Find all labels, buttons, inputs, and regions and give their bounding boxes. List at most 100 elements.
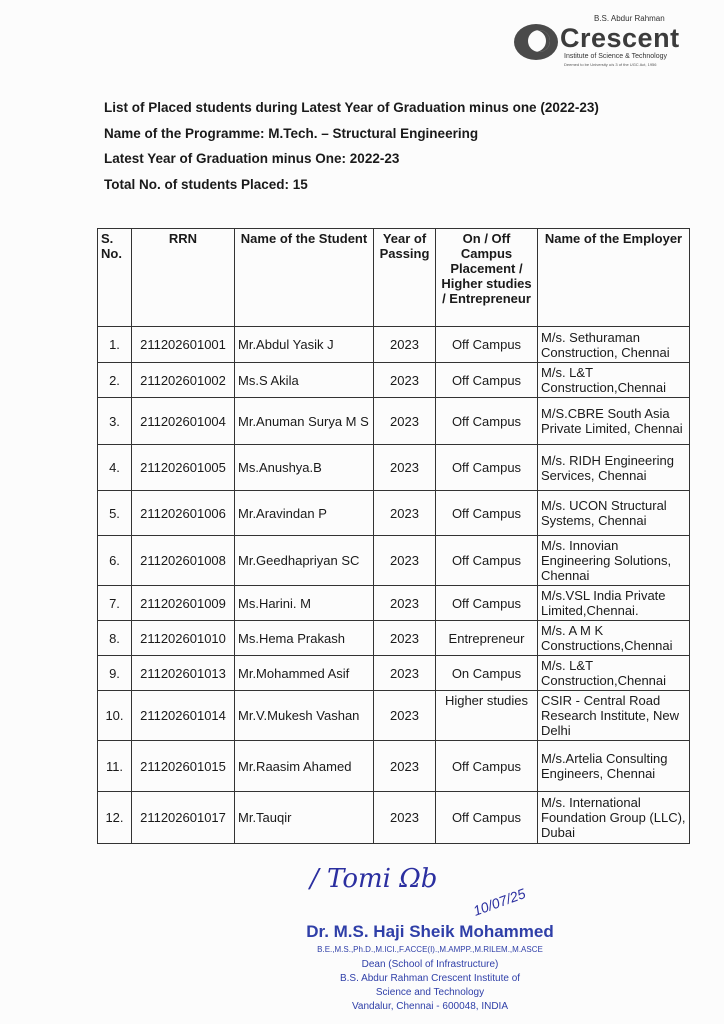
cell-rrn: 211202601014 bbox=[131, 690, 235, 741]
cell-rrn: 211202601008 bbox=[131, 535, 235, 586]
cell-rrn: 211202601004 bbox=[131, 397, 235, 445]
cell-year: 2023 bbox=[373, 740, 436, 792]
logo-top: B.S. Abdur Rahman bbox=[594, 14, 665, 23]
table-row: 10. 211202601014 Mr.V.Mukesh Vashan 2023 Hig… bbox=[97, 690, 690, 741]
header-sno: S. No. bbox=[97, 228, 132, 327]
header-employer: Name of the Employer bbox=[537, 228, 690, 327]
cell-year: 2023 bbox=[373, 490, 436, 536]
cell-employer: M/s.Artelia Consulting Engineers, Chenna… bbox=[537, 740, 690, 792]
signatory-address: Vandalur, Chennai - 600048, INDIA bbox=[351, 1001, 509, 1012]
cell-year: 2023 bbox=[373, 690, 436, 741]
cell-employer: M/s. RIDH Engineering Services, Chennai bbox=[537, 444, 690, 491]
cell-year: 2023 bbox=[373, 326, 436, 363]
cell-student-name: Mr.Raasim Ahamed bbox=[234, 740, 374, 792]
table-row: 4. 211202601005 Ms.Anushya.B 2023 Off Campus… bbox=[97, 444, 690, 491]
table-row: 9. 211202601013 Mr.Mohammed Asif 2023 On Cam… bbox=[97, 655, 690, 691]
logo-tagline: Deemed to be University u/s 3 of the UGC… bbox=[564, 62, 657, 67]
cell-rrn: 211202601002 bbox=[131, 362, 235, 398]
cell-placement-type: Off Campus bbox=[435, 444, 538, 491]
cell-year: 2023 bbox=[373, 397, 436, 445]
cell-employer: M/s. UCON Structural Systems, Chennai bbox=[537, 490, 690, 536]
table-row: 7. 211202601009 Ms.Harini. M 2023 Off Campus… bbox=[97, 585, 690, 621]
cell-year: 2023 bbox=[373, 620, 436, 656]
crescent-emblem-icon bbox=[514, 24, 558, 60]
table-row: 3. 211202601004 Mr.Anuman Surya M S 2023 Off… bbox=[97, 397, 690, 445]
cell-employer: M/S.CBRE South Asia Private Limited, Che… bbox=[537, 397, 690, 445]
cell-student-name: Mr.Geedhapriyan SC bbox=[234, 535, 374, 586]
total-placed: Total No. of students Placed: 15 bbox=[104, 177, 308, 192]
header-placement: On / Off Campus Placement / Higher studi… bbox=[435, 228, 538, 327]
cell-employer: M/s. L&T Construction,Chennai bbox=[537, 655, 690, 691]
cell-sno: 9. bbox=[97, 655, 132, 691]
logo-subtitle: Institute of Science & Technology bbox=[564, 53, 667, 60]
cell-year: 2023 bbox=[373, 585, 436, 621]
cell-sno: 10. bbox=[97, 690, 132, 741]
cell-placement-type: Off Campus bbox=[435, 362, 538, 398]
cell-employer: M/s. L&T Construction,Chennai bbox=[537, 362, 690, 398]
cell-employer: M/s. Sethuraman Construction, Chennai bbox=[537, 326, 690, 363]
signatory-qualifications: B.E.,M.S.,Ph.D.,M.ICI.,F.ACCE(I).,M.AMPP… bbox=[317, 945, 543, 954]
cell-rrn: 211202601006 bbox=[131, 490, 235, 536]
cell-sno: 3. bbox=[97, 397, 132, 445]
header-name: Name of the Student bbox=[234, 228, 374, 327]
programme-name: Name of the Programme: M.Tech. – Structu… bbox=[104, 126, 479, 141]
cell-employer: CSIR - Central Road Research Institute, … bbox=[537, 690, 690, 741]
table-row: 6. 211202601008 Mr.Geedhapriyan SC 2023 Off … bbox=[97, 535, 690, 586]
table-row: 2. 211202601002 Ms.S Akila 2023 Off Campus M/… bbox=[97, 362, 690, 398]
cell-student-name: Ms.Hema Prakash bbox=[234, 620, 374, 656]
cell-year: 2023 bbox=[373, 444, 436, 491]
signatory-institution-2: Science and Technology bbox=[375, 987, 485, 998]
cell-placement-type: Higher studies bbox=[435, 690, 538, 741]
cell-year: 2023 bbox=[373, 535, 436, 586]
header-rrn: RRN bbox=[131, 228, 235, 327]
cell-rrn: 211202601010 bbox=[131, 620, 235, 656]
cell-year: 2023 bbox=[373, 655, 436, 691]
cell-placement-type: Off Campus bbox=[435, 585, 538, 621]
table-row: 5. 211202601006 Mr.Aravindan P 2023 Off Camp… bbox=[97, 490, 690, 536]
header-year: Year of Passing bbox=[373, 228, 436, 327]
cell-student-name: Ms.Harini. M bbox=[234, 585, 374, 621]
cell-employer: M/s. International Foundation Group (LLC… bbox=[537, 791, 690, 844]
table-row: 8. 211202601010 Ms.Hema Prakash 2023 Entrepr… bbox=[97, 620, 690, 656]
table-row: 1. 211202601001 Mr.Abdul Yasik J 2023 Off Ca… bbox=[97, 326, 690, 363]
cell-employer: M/s.VSL India Private Limited,Chennai. bbox=[537, 585, 690, 621]
cell-placement-type: Off Campus bbox=[435, 326, 538, 363]
graduation-year: Latest Year of Graduation minus One: 202… bbox=[104, 151, 400, 166]
cell-rrn: 211202601005 bbox=[131, 444, 235, 491]
cell-placement-type: Entrepreneur bbox=[435, 620, 538, 656]
cell-student-name: Mr.Mohammed Asif bbox=[234, 655, 374, 691]
cell-sno: 12. bbox=[97, 791, 132, 844]
table-row: 12. 211202601017 Mr.Tauqir 2023 Off Campus M/… bbox=[97, 791, 690, 844]
cell-placement-type: Off Campus bbox=[435, 397, 538, 445]
cell-student-name: Mr.V.Mukesh Vashan bbox=[234, 690, 374, 741]
cell-sno: 8. bbox=[97, 620, 132, 656]
cell-placement-type: Off Campus bbox=[435, 791, 538, 844]
cell-student-name: Mr.Aravindan P bbox=[234, 490, 374, 536]
logo-name: Crescent bbox=[560, 23, 680, 53]
cell-sno: 7. bbox=[97, 585, 132, 621]
signatory-title: Dean (School of Infrastructure) bbox=[361, 959, 499, 970]
cell-student-name: Mr.Tauqir bbox=[234, 791, 374, 844]
cell-employer: M/s. A M K Constructions,Chennai bbox=[537, 620, 690, 656]
cell-rrn: 211202601013 bbox=[131, 655, 235, 691]
signatory-institution: B.S. Abdur Rahman Crescent Institute of bbox=[339, 973, 521, 984]
handwritten-signature: ∕ Tomi Ωb bbox=[310, 864, 438, 894]
cell-student-name: Ms.Anushya.B bbox=[234, 444, 374, 491]
placement-table: S. No. RRN Name of the Student Year of P… bbox=[97, 228, 690, 844]
cell-placement-type: On Campus bbox=[435, 655, 538, 691]
cell-rrn: 211202601017 bbox=[131, 791, 235, 844]
cell-year: 2023 bbox=[373, 362, 436, 398]
cell-rrn: 211202601001 bbox=[131, 326, 235, 363]
cell-student-name: Ms.S Akila bbox=[234, 362, 374, 398]
cell-sno: 2. bbox=[97, 362, 132, 398]
table-row: 11. 211202601015 Mr.Raasim Ahamed 2023 Off C… bbox=[97, 740, 690, 792]
cell-sno: 4. bbox=[97, 444, 132, 491]
cell-rrn: 211202601015 bbox=[131, 740, 235, 792]
cell-sno: 5. bbox=[97, 490, 132, 536]
cell-sno: 1. bbox=[97, 326, 132, 363]
cell-year: 2023 bbox=[373, 791, 436, 844]
cell-placement-type: Off Campus bbox=[435, 740, 538, 792]
signature-date: 10/07/25 bbox=[470, 885, 528, 919]
document-title: List of Placed students during Latest Ye… bbox=[104, 100, 599, 115]
